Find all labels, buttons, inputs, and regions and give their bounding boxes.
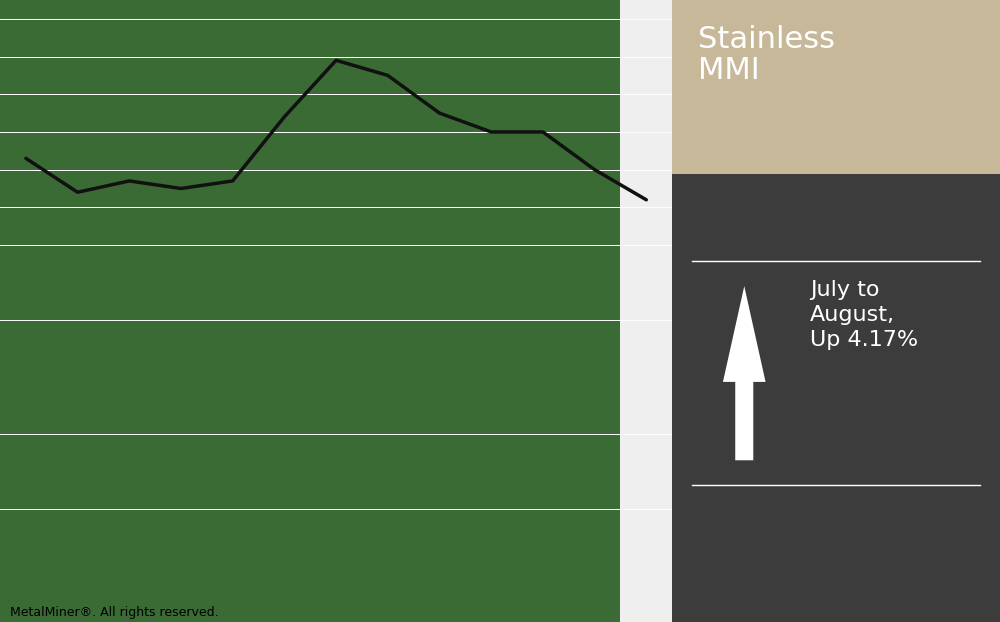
Bar: [620, 0, 672, 622]
Polygon shape: [723, 286, 766, 460]
Text: MetalMiner®. All rights reserved.: MetalMiner®. All rights reserved.: [10, 606, 219, 619]
Text: Stainless
MMI: Stainless MMI: [698, 25, 835, 85]
Text: July to
August,
Up 4.17%: July to August, Up 4.17%: [810, 280, 918, 350]
Bar: [672, 0, 1000, 174]
